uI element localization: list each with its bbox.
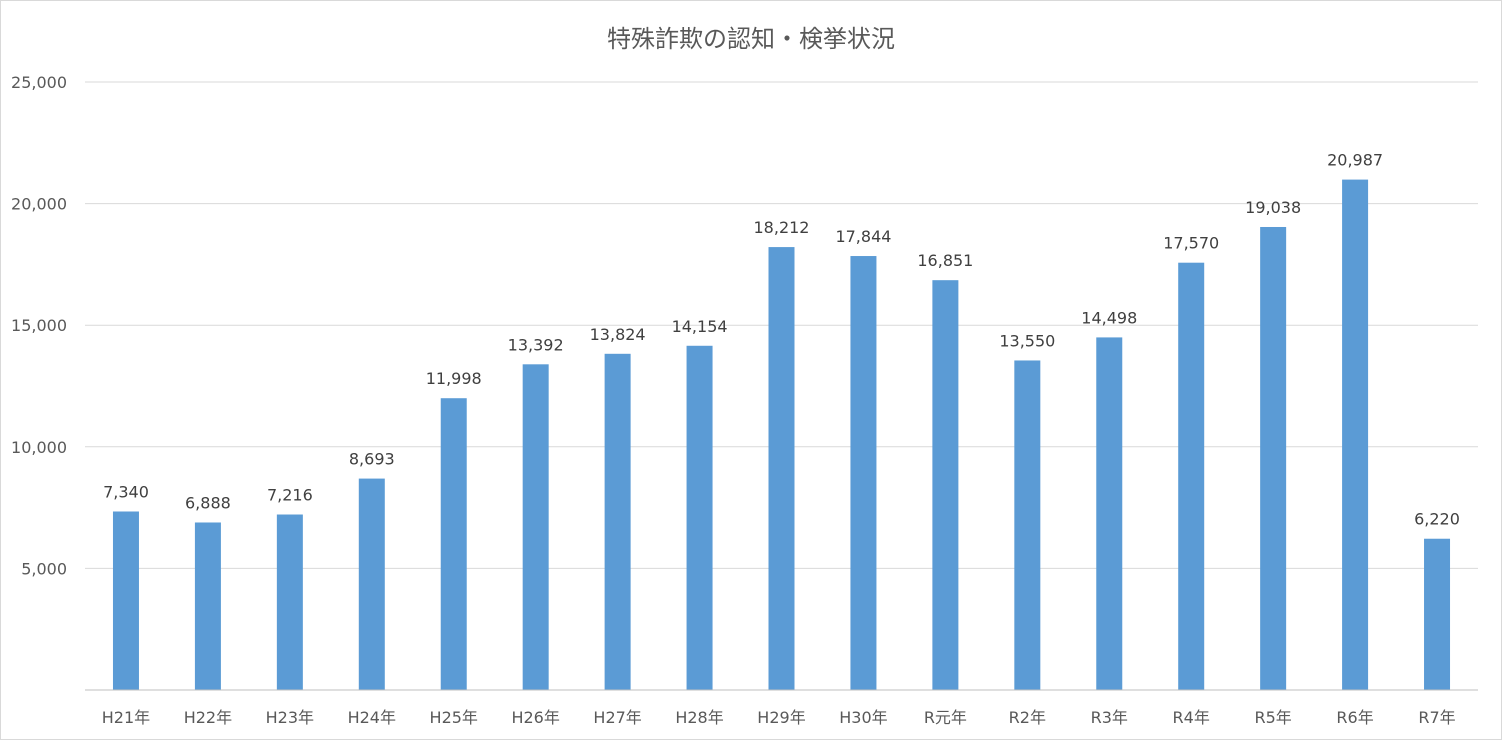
data-label: 13,550 (999, 331, 1055, 350)
y-tick-label: 5,000 (21, 559, 67, 578)
x-axis-tick-labels: H21年 H22年 H23年 H24年 H25年 H26年 H27年 H28年 H29年 H30年… (102, 708, 1456, 727)
data-label: 14,154 (672, 317, 728, 336)
bar (440, 398, 467, 690)
data-label: 13,392 (508, 335, 564, 354)
bar (850, 256, 877, 690)
data-label: 17,570 (1163, 234, 1219, 253)
data-label: 14,498 (1081, 308, 1137, 327)
x-tick-label: R3年 (1091, 708, 1128, 727)
bar (1424, 538, 1451, 690)
data-label: 7,216 (267, 486, 313, 505)
data-label: 8,693 (349, 450, 395, 469)
chart-title: 特殊詐欺の認知・検挙状況 (607, 25, 895, 53)
data-label: 13,824 (590, 325, 646, 344)
bar (768, 247, 795, 690)
x-tick-label: H22年 (184, 708, 232, 727)
data-label: 7,340 (103, 482, 149, 501)
x-tick-label: R元年 (924, 708, 967, 727)
bar (276, 514, 303, 690)
y-tick-label: 10,000 (11, 438, 67, 457)
bar (522, 364, 549, 690)
bar (1260, 226, 1287, 690)
bar (194, 522, 221, 690)
data-label: 11,998 (426, 369, 482, 388)
bar (358, 478, 385, 690)
x-tick-label: H27年 (593, 708, 641, 727)
y-tick-label: 20,000 (11, 195, 67, 214)
bars (112, 179, 1451, 690)
x-tick-label: R5年 (1254, 708, 1291, 727)
data-label: 19,038 (1245, 198, 1301, 217)
data-label: 18,212 (754, 218, 810, 237)
bar (112, 511, 139, 690)
bar (1014, 360, 1041, 690)
x-tick-label: R2年 (1009, 708, 1046, 727)
bar (1178, 262, 1205, 690)
x-tick-label: R6年 (1336, 708, 1373, 727)
data-labels: 7,340 6,888 7,216 8,693 11,998 13,392 13,824 14… (103, 151, 1460, 529)
x-tick-label: H23年 (266, 708, 314, 727)
bar (932, 280, 959, 690)
x-tick-label: R4年 (1173, 708, 1210, 727)
y-tick-label: 25,000 (11, 73, 67, 92)
y-axis-tick-labels: 5,000 10,000 15,000 20,000 25,000 (11, 73, 67, 578)
x-tick-label: R7年 (1418, 708, 1455, 727)
data-label: 16,851 (917, 251, 973, 270)
bar (1096, 337, 1123, 690)
bar (604, 353, 631, 690)
data-label: 20,987 (1327, 151, 1383, 170)
x-tick-label: H28年 (675, 708, 723, 727)
x-tick-label: H30年 (839, 708, 887, 727)
bar (1342, 179, 1369, 690)
x-tick-label: H29年 (757, 708, 805, 727)
data-label: 17,844 (835, 227, 891, 246)
bar (686, 345, 713, 690)
x-tick-label: H26年 (511, 708, 559, 727)
x-tick-label: H21年 (102, 708, 150, 727)
x-tick-label: H25年 (430, 708, 478, 727)
data-label: 6,220 (1414, 510, 1460, 529)
data-label: 6,888 (185, 493, 231, 512)
x-tick-label: H24年 (348, 708, 396, 727)
y-tick-label: 15,000 (11, 316, 67, 335)
